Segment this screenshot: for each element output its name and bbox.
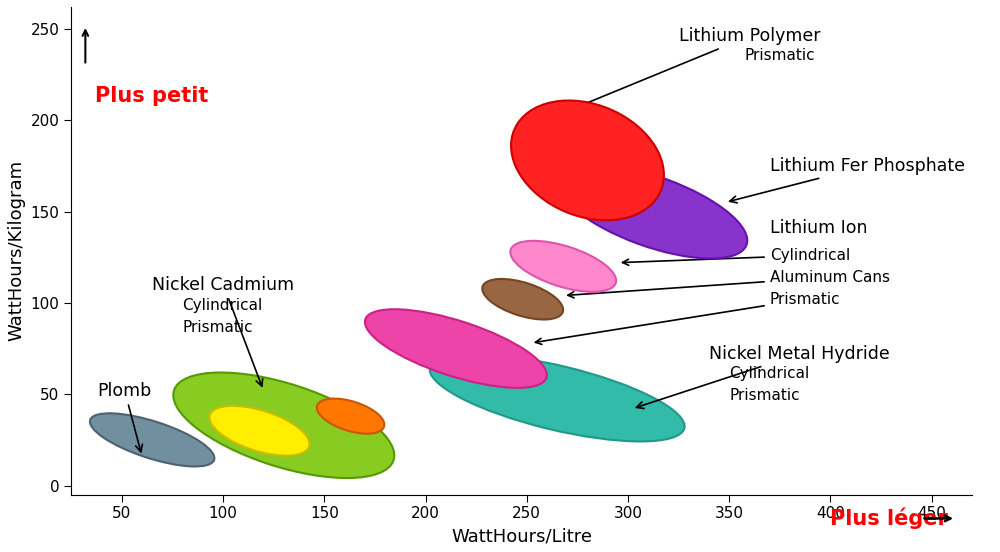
X-axis label: WattHours/Litre: WattHours/Litre: [451, 527, 592, 545]
Text: Lithium Polymer: Lithium Polymer: [572, 27, 820, 110]
Text: Prismatic: Prismatic: [729, 388, 800, 403]
Text: Lithium Ion: Lithium Ion: [770, 220, 867, 237]
Text: Cylindrical: Cylindrical: [623, 248, 850, 266]
Y-axis label: WattHours/Kilogram: WattHours/Kilogram: [7, 160, 25, 341]
Ellipse shape: [365, 309, 547, 388]
Ellipse shape: [482, 279, 563, 320]
Ellipse shape: [173, 373, 394, 478]
Text: Prismatic: Prismatic: [745, 48, 815, 63]
Text: Aluminum Cans: Aluminum Cans: [568, 270, 890, 298]
Text: Plus petit: Plus petit: [95, 87, 209, 107]
Text: Cylindrical: Cylindrical: [183, 298, 263, 313]
Text: Cylindrical: Cylindrical: [729, 366, 809, 381]
Ellipse shape: [557, 164, 747, 258]
Text: Nickel Cadmium: Nickel Cadmium: [152, 275, 294, 386]
Text: Prismatic: Prismatic: [183, 320, 253, 335]
Ellipse shape: [90, 413, 214, 466]
Ellipse shape: [510, 241, 616, 292]
Ellipse shape: [209, 406, 310, 455]
Text: Plomb: Plomb: [98, 381, 152, 452]
Text: Nickel Metal Hydride: Nickel Metal Hydride: [636, 345, 890, 408]
Ellipse shape: [511, 100, 664, 220]
Text: Plus léger: Plus léger: [830, 508, 948, 529]
Ellipse shape: [430, 354, 685, 442]
Text: Prismatic: Prismatic: [535, 291, 840, 344]
Text: Lithium Fer Phosphate: Lithium Fer Phosphate: [730, 157, 965, 203]
Ellipse shape: [317, 399, 384, 434]
